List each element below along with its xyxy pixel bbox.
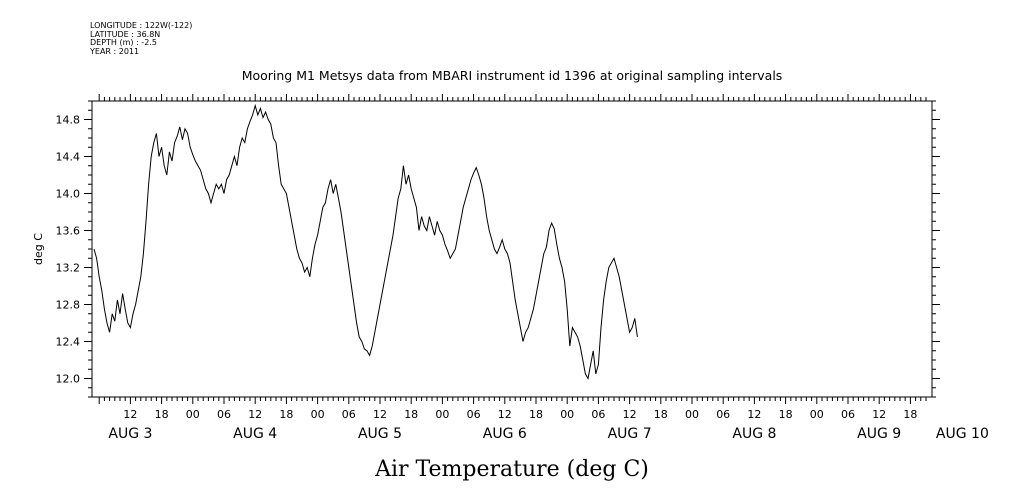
y-axis-label: deg C [32, 233, 45, 265]
x-tick-label: 18 [279, 408, 293, 421]
axis-ticks [84, 94, 940, 404]
x-tick-label: 00 [311, 408, 325, 421]
x-tick-label: 18 [529, 408, 543, 421]
x-tick-label: 12 [248, 408, 262, 421]
y-tick-label: 14.4 [56, 151, 81, 164]
y-axis-tick-labels: 12.0 12.4 12.8 13.2 13.6 14.0 14.4 14.8 [56, 114, 81, 386]
x-day-label: AUG 5 [358, 426, 402, 442]
x-tick-label: 06 [841, 408, 855, 421]
x-tick-label: 00 [560, 408, 574, 421]
x-axis-label: Air Temperature (deg C) [374, 457, 649, 482]
x-tick-label: 06 [591, 408, 605, 421]
x-tick-label: 06 [217, 408, 231, 421]
x-tick-label: 00 [810, 408, 824, 421]
x-day-label: AUG 9 [857, 426, 901, 442]
y-tick-label: 14.0 [56, 188, 81, 201]
x-tick-label: 18 [779, 408, 793, 421]
x-day-label: AUG 4 [233, 426, 277, 442]
depth-label: DEPTH (m) : -2.5 [90, 38, 157, 48]
x-day-label: AUG 6 [483, 426, 527, 442]
y-tick-label: 13.2 [56, 262, 81, 275]
x-tick-label: 06 [467, 408, 481, 421]
x-tick-label: 18 [903, 408, 917, 421]
x-tick-label: 12 [123, 408, 137, 421]
x-tick-label: 12 [872, 408, 886, 421]
plot-frame [91, 100, 933, 398]
y-tick-label: 12.0 [56, 373, 81, 386]
latitude-label: LATITUDE : 36.8N [90, 29, 161, 39]
longitude-label: LONGITUDE : 122W(-122) [90, 21, 193, 30]
x-tick-label: 06 [342, 408, 356, 421]
x-tick-label: 12 [373, 408, 387, 421]
x-tick-label: 00 [435, 408, 449, 421]
chart-title: Mooring M1 Metsys data from MBARI instru… [242, 68, 783, 83]
x-day-label: AUG 8 [732, 426, 776, 442]
y-tick-label: 12.8 [56, 299, 81, 312]
x-tick-label: 12 [747, 408, 761, 421]
x-day-label: AUG 3 [108, 426, 152, 442]
y-tick-label: 14.8 [56, 114, 81, 127]
x-tick-label: 12 [623, 408, 637, 421]
year-label: YEAR : 2011 [90, 46, 140, 56]
metadata-block: LONGITUDE : 122W(-122) LATITUDE : 36.8N … [90, 21, 193, 56]
x-tick-label: 00 [685, 408, 699, 421]
y-tick-label: 13.6 [56, 225, 81, 238]
x-tick-label: 00 [186, 408, 200, 421]
x-tick-label: 18 [404, 408, 418, 421]
x-day-label: AUG 7 [608, 426, 652, 442]
x-tick-label: 12 [498, 408, 512, 421]
x-tick-label: 06 [716, 408, 730, 421]
x-day-label: AUG 10 [936, 426, 989, 442]
x-axis-tick-labels: 12 18 00 06 12 18 00 06 12 18 00 06 12 18 00 06 12 18 00 06… [123, 408, 917, 421]
series-line-air-temperature [93, 103, 638, 380]
x-axis-day-labels: AUG 3 AUG 4 AUG 5 AUG 6 AUG 7 AUG 8 AUG 9 AUG 1… [108, 426, 988, 442]
y-tick-label: 12.4 [56, 336, 81, 349]
x-tick-label: 18 [654, 408, 668, 421]
x-tick-label: 18 [155, 408, 169, 421]
